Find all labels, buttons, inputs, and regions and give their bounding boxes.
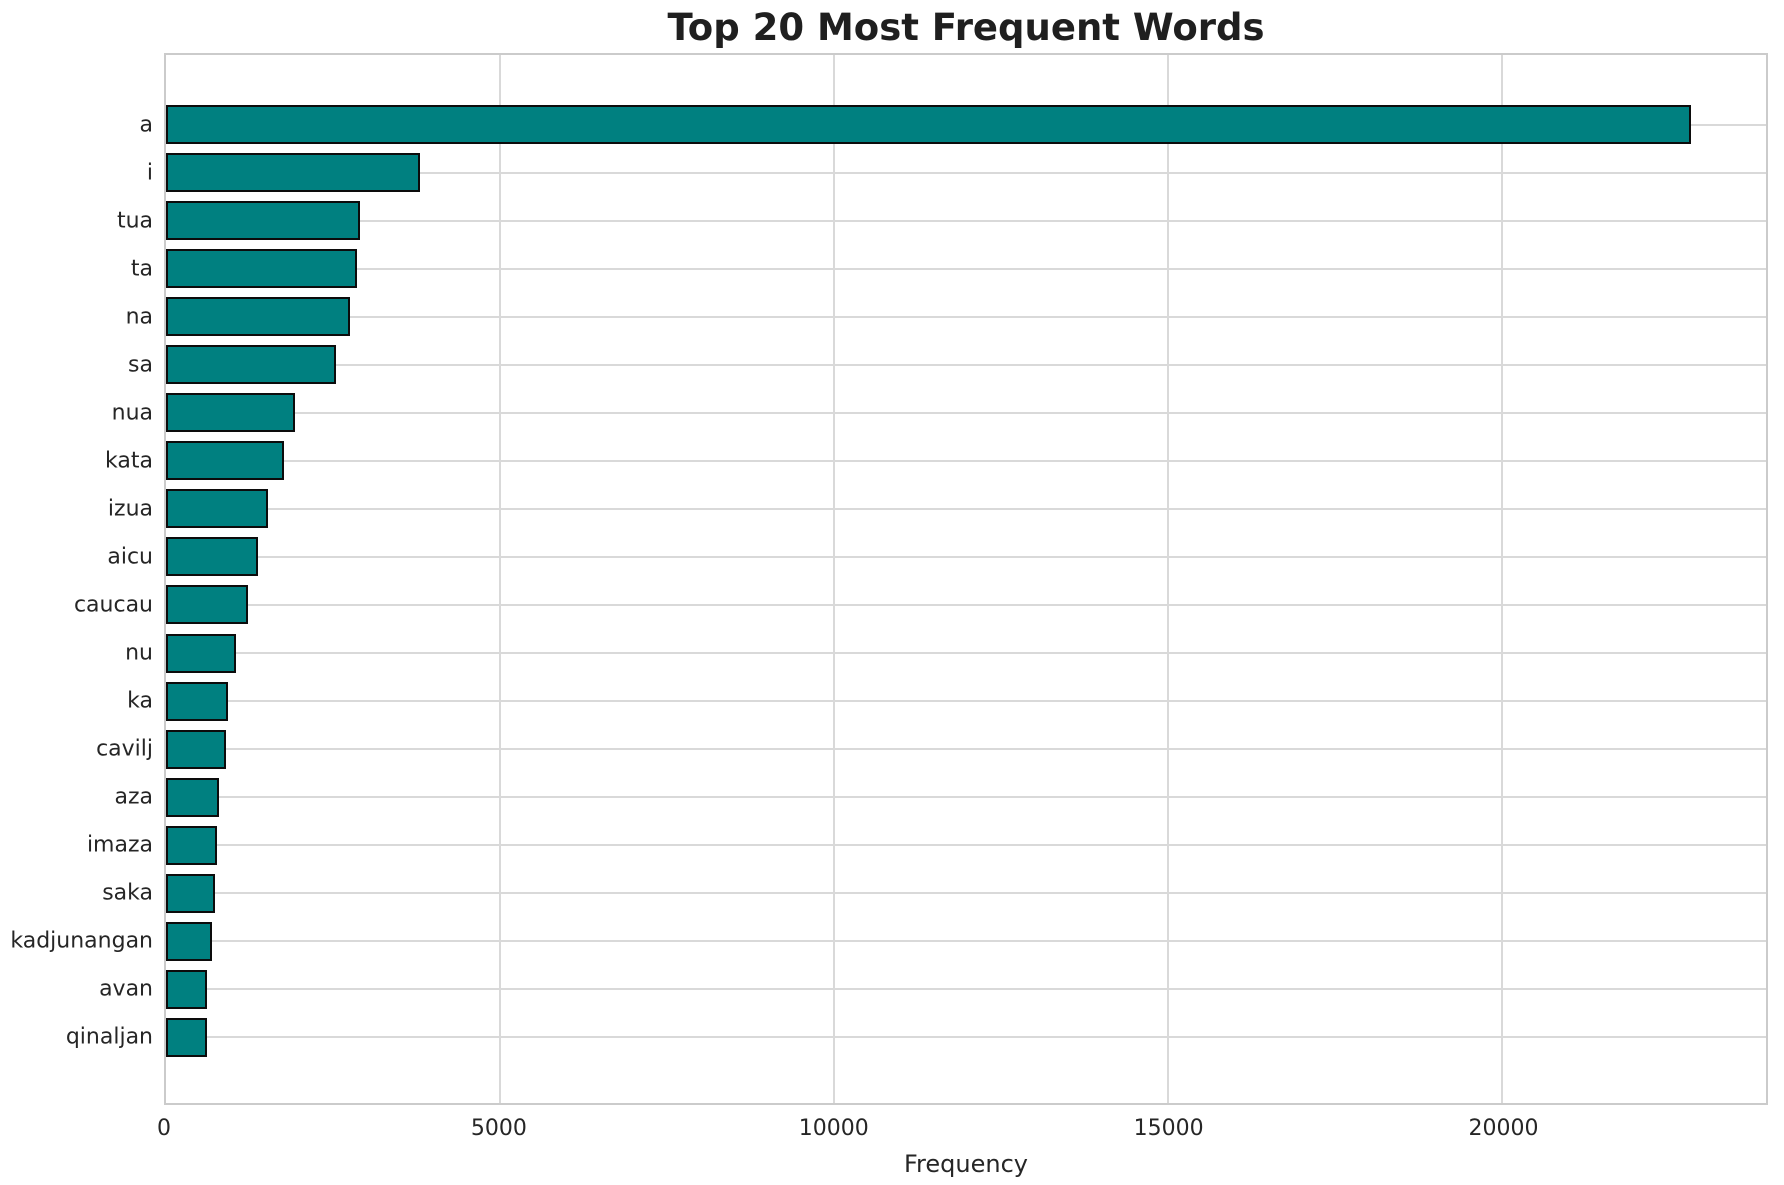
x-tick-label: 10000 bbox=[798, 1116, 869, 1141]
y-tick-label: aicu bbox=[107, 544, 153, 570]
horizontal-gridline bbox=[166, 603, 1766, 606]
y-tick-label: nua bbox=[111, 400, 153, 426]
bar-row: kata bbox=[105, 441, 1766, 481]
bar bbox=[166, 297, 350, 337]
y-tick-label: ka bbox=[127, 688, 153, 714]
vertical-gridline bbox=[1501, 55, 1504, 1103]
bar-row: aicu bbox=[107, 537, 1766, 577]
horizontal-gridline bbox=[166, 892, 1766, 895]
horizontal-gridline bbox=[166, 315, 1766, 318]
bar-row: izua bbox=[108, 489, 1766, 529]
y-tick-label: a bbox=[139, 112, 153, 137]
bar-row: tua bbox=[117, 201, 1766, 241]
bar-row: nua bbox=[112, 393, 1766, 433]
bar bbox=[166, 585, 249, 625]
plot-area: a i tua ta na sa nua kata izua aicu caucau nu ka cavi… bbox=[10, 53, 1768, 1105]
bar bbox=[166, 921, 213, 961]
horizontal-gridline bbox=[166, 796, 1766, 799]
x-axis-ticks: 0 5000 10000 15000 20000 bbox=[157, 1116, 1768, 1146]
bar-row: imaza bbox=[87, 825, 1766, 865]
bar bbox=[166, 969, 208, 1009]
bar bbox=[166, 249, 358, 289]
horizontal-gridline bbox=[166, 1036, 1766, 1039]
y-tick-label: i bbox=[146, 160, 153, 186]
y-tick-label: tua bbox=[116, 208, 153, 234]
horizontal-gridline bbox=[166, 507, 1766, 510]
bar bbox=[166, 825, 217, 865]
horizontal-gridline bbox=[166, 940, 1766, 943]
bar-row: ta bbox=[131, 249, 1766, 289]
bar-row: qinaljan bbox=[66, 1017, 1766, 1057]
horizontal-gridline bbox=[166, 459, 1766, 462]
horizontal-gridline bbox=[166, 267, 1766, 270]
y-tick-label: cavilj bbox=[96, 736, 153, 762]
bar-row: na bbox=[126, 297, 1766, 337]
bar bbox=[166, 393, 295, 433]
y-tick-label: sa bbox=[128, 352, 153, 378]
bar bbox=[166, 153, 420, 193]
bar bbox=[166, 777, 219, 817]
bar bbox=[166, 633, 237, 673]
horizontal-gridline bbox=[166, 363, 1766, 366]
y-tick-label: kata bbox=[105, 448, 153, 474]
horizontal-gridline bbox=[166, 411, 1766, 414]
horizontal-gridline bbox=[166, 700, 1766, 703]
bar-row: kadjunangan bbox=[10, 921, 1766, 961]
x-tick-label: 20000 bbox=[1468, 1116, 1539, 1141]
horizontal-gridline bbox=[166, 844, 1766, 847]
y-tick-label: qinaljan bbox=[65, 1024, 153, 1050]
bar bbox=[166, 105, 1692, 144]
bar-row: saka bbox=[102, 873, 1766, 913]
y-tick-label: imaza bbox=[86, 832, 153, 858]
y-tick-label: na bbox=[125, 304, 153, 330]
bar-rows: a i tua ta na sa nua kata izua aicu caucau nu ka cavi… bbox=[10, 105, 1766, 1057]
horizontal-gridline bbox=[166, 171, 1766, 174]
y-tick-label: caucau bbox=[73, 592, 153, 618]
bar-row: cavilj bbox=[96, 729, 1766, 769]
y-tick-label: izua bbox=[107, 496, 153, 522]
horizontal-gridline bbox=[166, 988, 1766, 991]
chart-title: Top 20 Most Frequent Words bbox=[667, 6, 1265, 49]
x-tick-label: 5000 bbox=[470, 1116, 527, 1141]
vertical-gridline bbox=[833, 55, 836, 1103]
bar bbox=[166, 345, 337, 385]
bar-row: a bbox=[140, 105, 1766, 144]
y-tick-label: aza bbox=[114, 784, 153, 810]
horizontal-gridline bbox=[166, 219, 1766, 222]
x-tick-label: 0 bbox=[157, 1116, 171, 1141]
vertical-gridline bbox=[499, 55, 502, 1103]
bar bbox=[166, 1017, 208, 1057]
bar-row: aza bbox=[114, 777, 1766, 817]
bar bbox=[166, 729, 227, 769]
bar-row: avan bbox=[99, 969, 1766, 1009]
horizontal-gridline bbox=[166, 555, 1766, 558]
horizontal-gridline bbox=[166, 652, 1766, 655]
vertical-gridline bbox=[1167, 55, 1170, 1103]
bar bbox=[166, 441, 285, 481]
y-tick-label: avan bbox=[99, 976, 153, 1002]
bar-row: ka bbox=[127, 681, 1766, 721]
y-tick-label: ta bbox=[130, 256, 153, 282]
bar-row: nu bbox=[125, 633, 1766, 673]
horizontal-gridline bbox=[166, 748, 1766, 751]
y-tick-label: kadjunangan bbox=[10, 928, 153, 954]
bar bbox=[166, 201, 360, 241]
bar-row: i bbox=[147, 153, 1766, 193]
x-tick-label: 15000 bbox=[1133, 1116, 1204, 1141]
bar bbox=[166, 489, 269, 529]
bar bbox=[166, 681, 229, 721]
y-tick-label: nu bbox=[125, 640, 153, 666]
x-axis-label: Frequency bbox=[904, 1150, 1028, 1178]
bar bbox=[166, 873, 215, 913]
y-tick-label: saka bbox=[102, 880, 153, 906]
bar-row: sa bbox=[128, 345, 1766, 385]
bar bbox=[166, 537, 258, 577]
bar-row: caucau bbox=[74, 585, 1766, 625]
